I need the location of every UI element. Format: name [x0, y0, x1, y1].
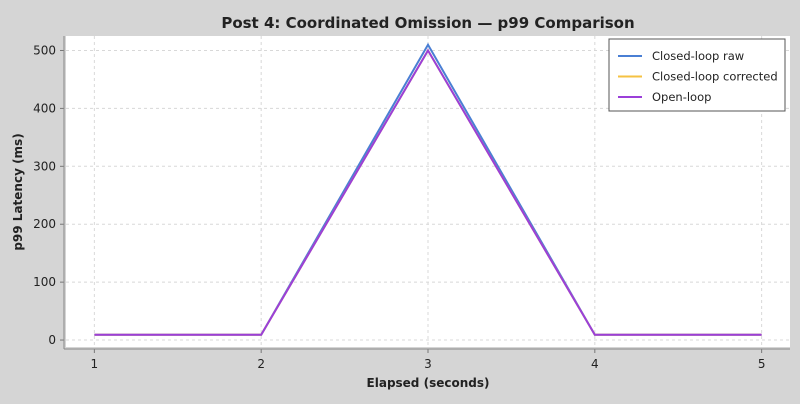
y-axis-label: p99 Latency (ms)	[11, 133, 25, 250]
legend-label: Closed-loop raw	[652, 49, 744, 63]
y-tick-label: 500	[33, 43, 56, 57]
legend: Closed-loop raw Closed-loop corrected Open…	[608, 38, 786, 112]
y-tick-label: 200	[33, 217, 56, 231]
x-tick-label: 2	[257, 357, 265, 371]
x-tick-label: 3	[424, 357, 432, 371]
x-tick-label: 1	[91, 357, 99, 371]
series-line-2	[94, 48, 762, 336]
y-tick-label: 400	[33, 101, 56, 115]
x-axis-label: Elapsed (seconds)	[367, 376, 490, 390]
x-tick-label: 5	[758, 357, 766, 371]
legend-label: Closed-loop corrected	[652, 70, 778, 84]
y-tick-label: 300	[33, 159, 56, 173]
chart-title: Post 4: Coordinated Omission — p99 Compa…	[221, 14, 634, 32]
legend-box	[608, 38, 786, 112]
y-tick-label: 100	[33, 275, 56, 289]
x-tick-label: 4	[591, 357, 599, 371]
y-tick-label: 0	[48, 333, 56, 347]
legend-label: Open-loop	[652, 90, 711, 104]
axis-layer: 1 2 3 4 5 0 100 200 300 400 500	[33, 36, 790, 371]
series-layer	[94, 42, 762, 336]
